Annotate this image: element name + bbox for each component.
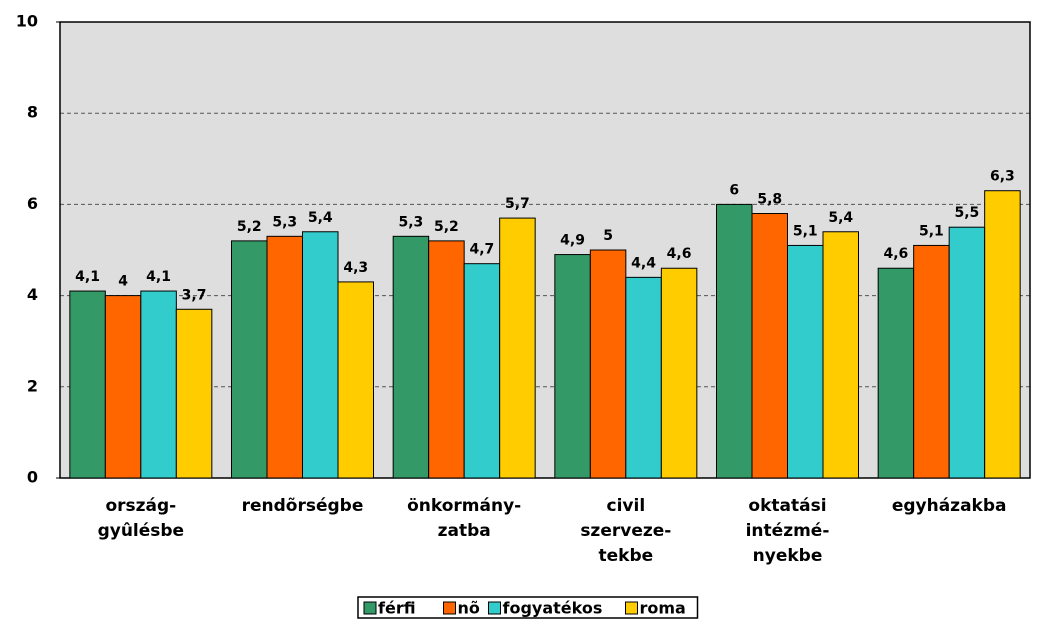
x-tick-label: szerveze- bbox=[580, 521, 671, 541]
value-label: 4,7 bbox=[470, 242, 495, 258]
bar bbox=[499, 217, 536, 479]
value-label: 5,5 bbox=[955, 205, 980, 221]
bar bbox=[302, 231, 339, 479]
x-tick-label: tekbe bbox=[598, 546, 653, 566]
value-label: 5,3 bbox=[399, 214, 424, 230]
value-label: 5,1 bbox=[919, 223, 944, 239]
bar bbox=[948, 226, 986, 479]
y-tick-label: 10 bbox=[16, 12, 38, 31]
bar bbox=[392, 235, 430, 479]
bar bbox=[554, 254, 591, 479]
bar bbox=[463, 263, 501, 479]
legend-label: férfi bbox=[378, 599, 416, 618]
x-tick-label: önkormány- bbox=[407, 496, 521, 516]
value-label: 4,6 bbox=[667, 246, 692, 262]
y-tick-label: 2 bbox=[27, 376, 38, 395]
value-label: 4,1 bbox=[75, 269, 100, 285]
value-label: 4,4 bbox=[631, 255, 656, 271]
bar bbox=[140, 290, 177, 479]
value-label: 4 bbox=[118, 274, 128, 290]
bar bbox=[175, 308, 213, 479]
value-label: 5,2 bbox=[434, 219, 459, 235]
legend-swatch bbox=[363, 601, 377, 615]
bar bbox=[69, 290, 106, 479]
x-tick-label: egyházakba bbox=[892, 496, 1007, 516]
value-label: 4,6 bbox=[884, 246, 909, 262]
bar bbox=[428, 240, 465, 479]
legend-label: roma bbox=[640, 599, 686, 618]
x-tick-label: zatba bbox=[438, 521, 491, 541]
bar bbox=[231, 240, 268, 479]
bar bbox=[337, 281, 374, 479]
x-tick-label: intézmé- bbox=[746, 521, 830, 541]
legend-swatch bbox=[625, 601, 638, 615]
legend-swatch bbox=[488, 601, 501, 615]
plot-border bbox=[59, 21, 1031, 479]
value-label: 4,9 bbox=[560, 233, 585, 249]
bar bbox=[877, 267, 915, 479]
value-label: 5,8 bbox=[757, 192, 782, 208]
legend-label: fogyatékos bbox=[503, 599, 603, 618]
bar bbox=[984, 190, 1021, 479]
y-tick-label: 4 bbox=[27, 285, 38, 304]
value-label: 4,3 bbox=[343, 260, 368, 276]
bar bbox=[266, 235, 303, 479]
value-label: 5,4 bbox=[828, 210, 853, 226]
bar bbox=[104, 295, 142, 479]
legend-label: nõ bbox=[458, 599, 480, 618]
x-tick-label: nyekbe bbox=[753, 546, 823, 566]
bar bbox=[913, 244, 950, 479]
legend-swatch bbox=[443, 601, 456, 615]
legend-box bbox=[357, 596, 699, 619]
value-label: 5,1 bbox=[793, 223, 818, 239]
value-label: 5,7 bbox=[505, 196, 530, 212]
value-label: 6,3 bbox=[990, 169, 1015, 185]
y-tick-label: 6 bbox=[27, 194, 38, 213]
y-tick-label: 0 bbox=[27, 468, 38, 487]
value-label: 5,4 bbox=[308, 210, 333, 226]
value-label: 5,3 bbox=[272, 214, 297, 230]
plot-area bbox=[60, 22, 1030, 478]
value-label: 4,1 bbox=[146, 269, 171, 285]
value-label: 5,2 bbox=[237, 219, 262, 235]
x-tick-label: rendõrségbe bbox=[242, 496, 364, 516]
x-tick-label: oktatási bbox=[748, 496, 826, 516]
x-tick-label: gyûlésbe bbox=[98, 521, 185, 541]
bar bbox=[589, 249, 627, 479]
bar bbox=[660, 267, 698, 479]
x-tick-label: civil bbox=[607, 496, 646, 516]
y-tick-label: 8 bbox=[27, 103, 38, 122]
bar bbox=[625, 276, 662, 479]
bar bbox=[716, 203, 753, 479]
value-label: 5 bbox=[603, 228, 613, 244]
bar bbox=[751, 213, 788, 479]
value-label: 6 bbox=[729, 182, 739, 198]
x-tick-label: ország- bbox=[105, 496, 176, 516]
bar bbox=[822, 231, 859, 479]
value-label: 3,7 bbox=[182, 287, 207, 303]
bar bbox=[787, 244, 824, 479]
